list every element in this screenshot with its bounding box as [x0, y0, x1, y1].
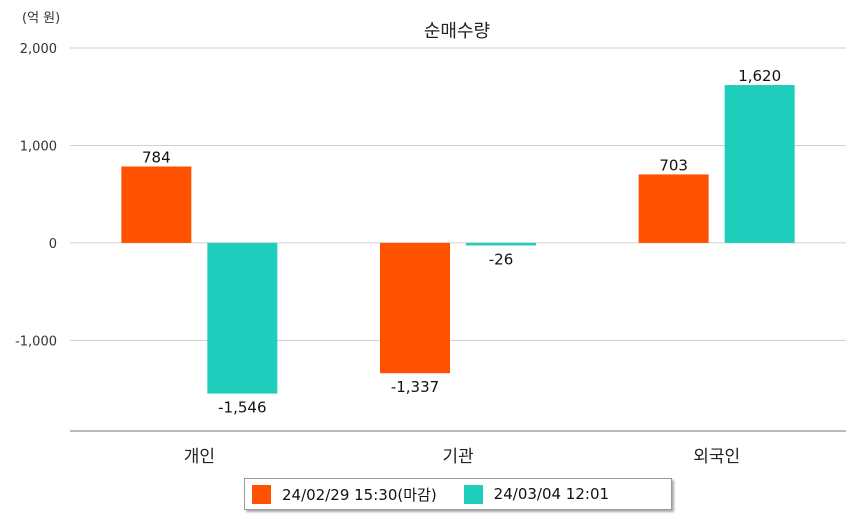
unit-label: (억 원)	[22, 11, 60, 26]
bar	[207, 242, 278, 394]
bar	[380, 242, 450, 374]
x-tick-label: 외국인	[693, 447, 740, 467]
chart-title: 순매수량	[424, 21, 490, 42]
data-label: 784	[142, 149, 171, 167]
data-label: 1,620	[738, 67, 781, 85]
bar	[466, 242, 536, 246]
bar	[724, 85, 795, 243]
data-labels: 784 -1,546 -1,337 -26 703 1,620	[142, 67, 781, 417]
legend-label-series-2: 24/03/04 12:01	[493, 485, 610, 503]
bars	[121, 85, 795, 394]
x-tick-label: 개인	[184, 447, 215, 467]
legend-label-series-1: 24/02/29 15:30(마감)	[282, 485, 437, 504]
legend-item-series-1[interactable]: 24/02/29 15:30(마감)	[252, 484, 437, 505]
y-tick-label: 2,000	[20, 42, 57, 57]
data-label: -1,337	[391, 378, 439, 396]
y-tick-label: 0	[49, 237, 57, 252]
legend-item-series-2[interactable]: 24/03/04 12:01	[463, 484, 610, 504]
x-axis-ticks: 개인 기관 외국인	[184, 447, 740, 467]
x-tick-label: 기관	[442, 447, 473, 467]
bar	[121, 166, 192, 243]
data-label: 703	[659, 156, 688, 174]
gridlines	[70, 47, 846, 341]
legend-swatch-series-1	[252, 484, 271, 504]
y-axis-ticks: 2,000 1,000 0 -1,000	[15, 42, 57, 349]
bar	[638, 174, 709, 243]
y-tick-label: -1,000	[15, 334, 57, 349]
data-label: -26	[489, 250, 514, 268]
data-label: -1,546	[218, 399, 266, 417]
legend-swatch-series-2	[463, 484, 483, 504]
y-tick-label: 1,000	[20, 139, 57, 154]
legend: 24/02/29 15:30(마감) 24/03/04 12:01	[244, 478, 672, 510]
